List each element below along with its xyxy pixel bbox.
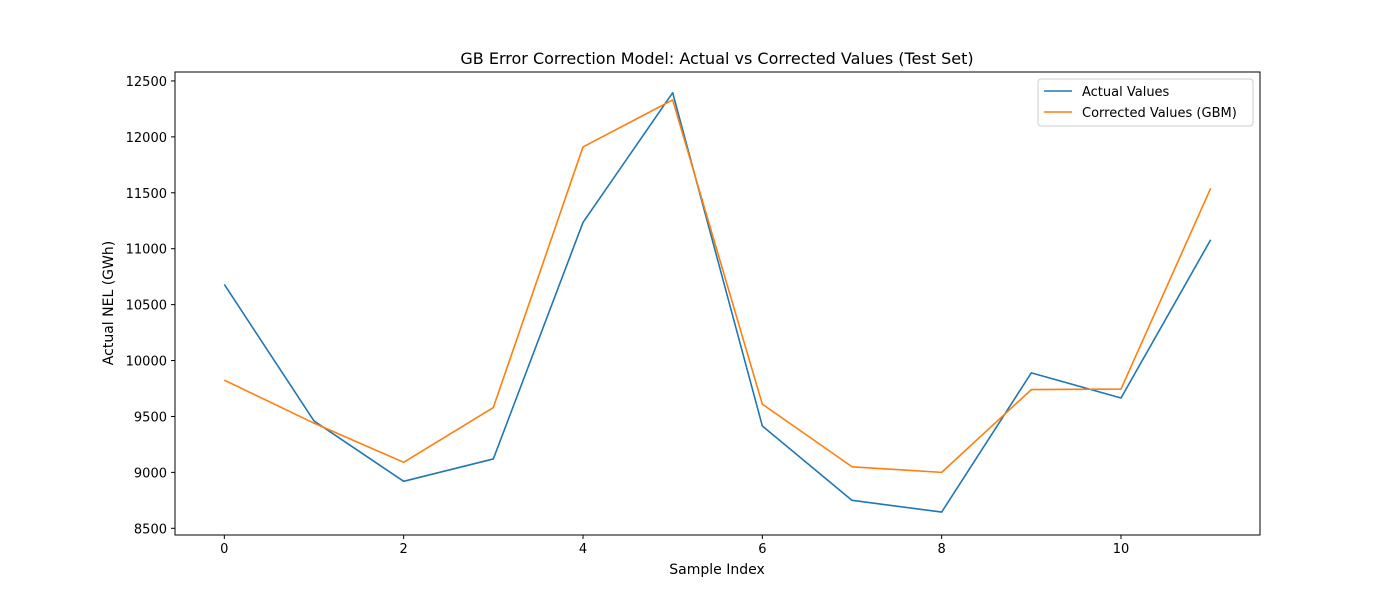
y-tick-label: 12500 (126, 75, 167, 90)
y-tick-label: 11000 (126, 243, 167, 258)
chart-title: GB Error Correction Model: Actual vs Cor… (460, 49, 973, 68)
x-tick-label: 2 (400, 542, 408, 557)
plot-frame (174, 71, 1261, 536)
y-tick-label: 10000 (126, 355, 167, 370)
y-tick-label: 9000 (134, 466, 167, 481)
x-tick-label: 6 (758, 542, 766, 557)
legend-label: Actual Values (1082, 85, 1170, 100)
y-tick-label: 9500 (134, 410, 167, 425)
x-tick-label: 4 (579, 542, 587, 557)
y-tick-label: 8500 (134, 522, 167, 537)
x-tick-label: 8 (938, 542, 946, 557)
y-tick-label: 10500 (126, 299, 167, 314)
legend: Actual Values Corrected Values (GBM) (1037, 78, 1254, 127)
x-tick-label: 0 (220, 542, 228, 557)
legend-box (1037, 78, 1254, 127)
plot-area (223, 91, 1212, 513)
y-axis-label: Actual NEL (GWh) (101, 241, 117, 365)
legend-label: Corrected Values (GBM) (1082, 106, 1237, 121)
y-axis: 8500 9000 9500 10000 10500 11000 11500 12000 125… (126, 75, 175, 537)
x-axis-label: Sample Index (669, 562, 764, 578)
series-line-actual (223, 91, 1212, 513)
y-tick-label: 11500 (126, 187, 167, 202)
series-line-corrected (223, 99, 1212, 474)
x-axis: 0 2 4 6 8 10 (220, 535, 1129, 557)
x-tick-label: 10 (1113, 542, 1130, 557)
y-tick-label: 12000 (126, 131, 167, 146)
